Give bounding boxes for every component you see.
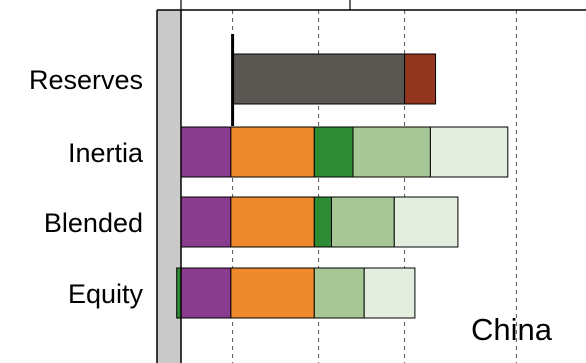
- bar-segment-equity: [180, 267, 232, 319]
- category-labels: Reserves Inertia Blended Equity: [29, 65, 144, 309]
- bar-segment-reserves: [232, 53, 406, 105]
- bar-segment-inertia: [352, 126, 431, 178]
- bar-segment-inertia: [180, 126, 232, 178]
- bar-segment-inertia: [313, 126, 354, 178]
- panel-label: China: [471, 312, 553, 347]
- bar-segment-equity: [313, 267, 365, 319]
- bar-segment-equity: [363, 267, 416, 319]
- bar-segment-blended: [180, 196, 232, 248]
- category-label-inertia: Inertia: [68, 138, 144, 168]
- bar-segment-blended: [331, 196, 395, 248]
- bar-segment-equity: [230, 267, 315, 319]
- bars-group: [176, 53, 509, 319]
- category-label-blended: Blended: [44, 208, 143, 238]
- bar-segment-reserves: [404, 53, 437, 105]
- bar-segment-blended: [393, 196, 459, 248]
- category-label-equity: Equity: [68, 279, 144, 309]
- bar-segment-blended: [313, 196, 332, 248]
- bar-segment-blended: [230, 196, 315, 248]
- category-label-reserves: Reserves: [29, 65, 143, 95]
- bar-segment-inertia: [230, 126, 315, 178]
- bar-segment-inertia: [429, 126, 509, 178]
